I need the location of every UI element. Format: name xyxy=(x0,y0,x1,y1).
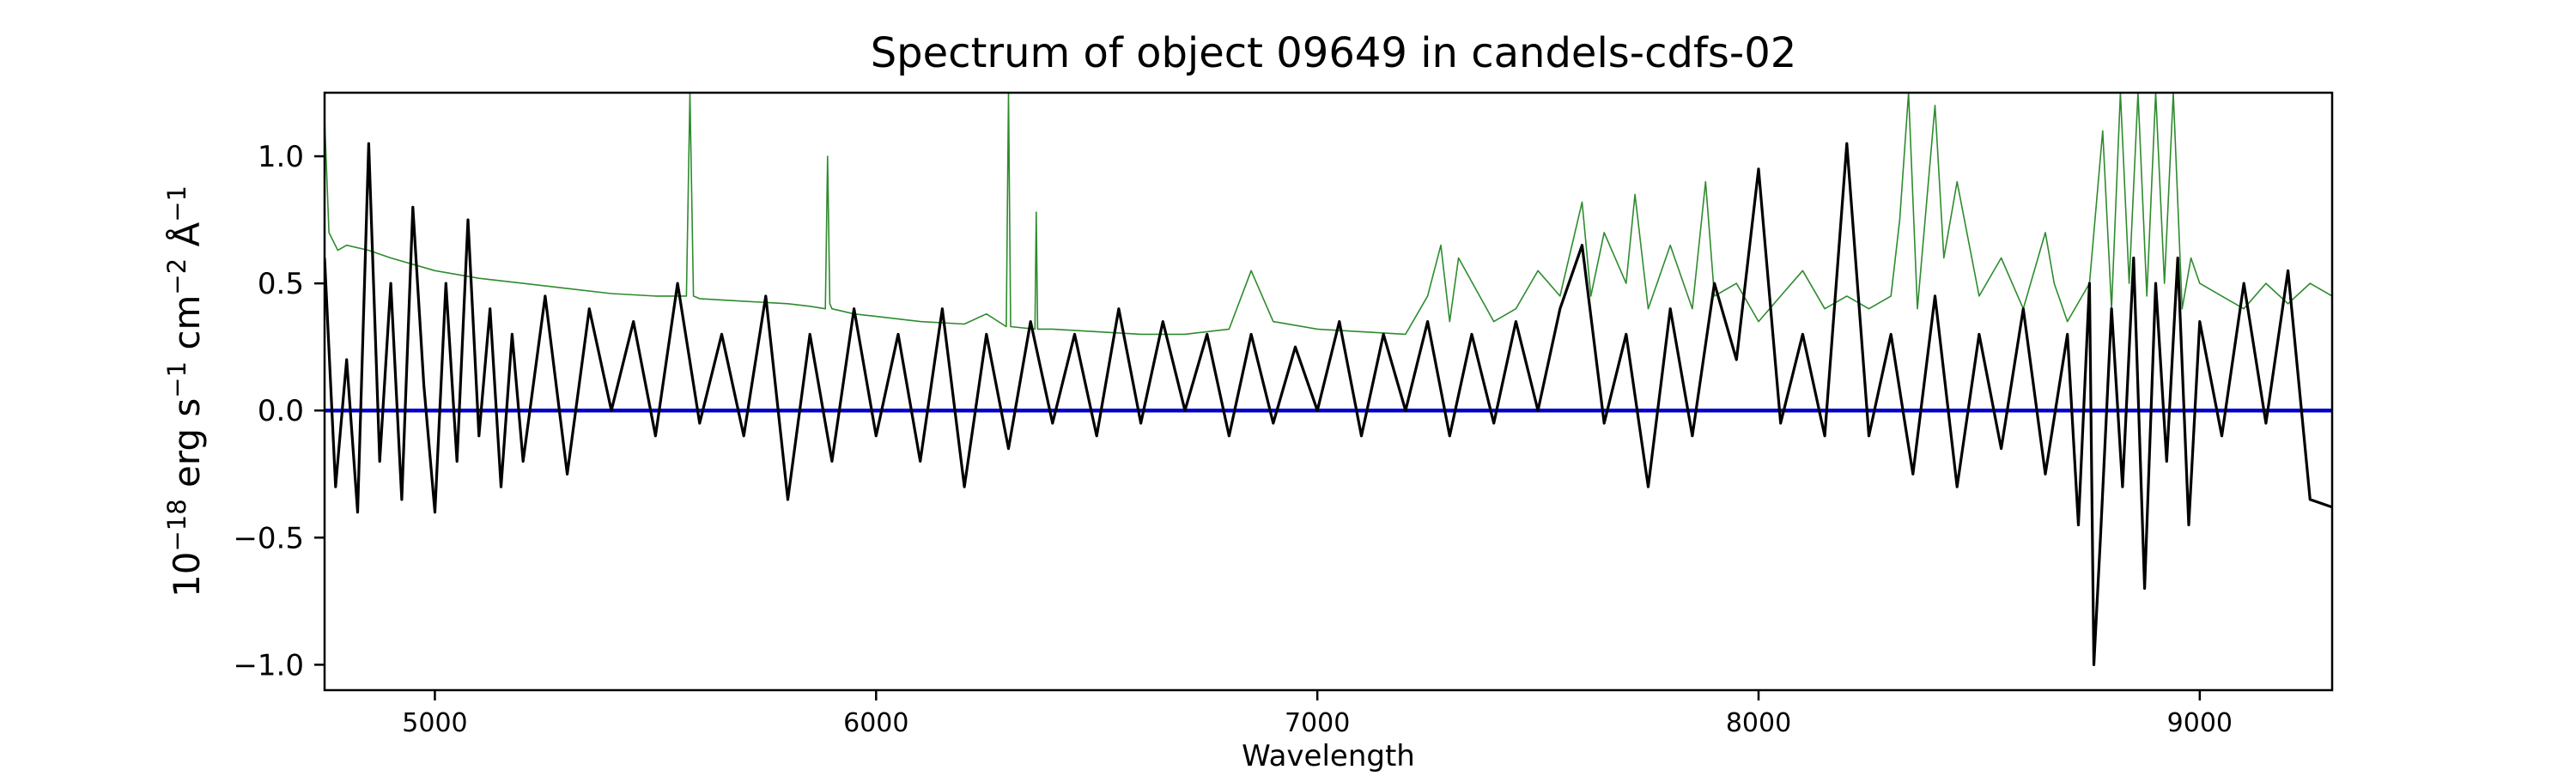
y-label-cm: cm xyxy=(166,295,208,361)
x-tick-label: 6000 xyxy=(843,708,908,738)
x-tick-label: 9000 xyxy=(2167,708,2233,738)
y-axis: −1.0 −0.5 0.0 0.5 1.0 xyxy=(233,140,325,682)
y-label-exp1: −18 xyxy=(162,499,191,551)
y-label-erg: erg s xyxy=(166,398,208,500)
y-label-ang: Å xyxy=(165,222,208,258)
y-label-base: 10 xyxy=(166,552,208,597)
y-tick-label: 0.5 xyxy=(258,267,304,301)
series-line-error xyxy=(325,93,2332,336)
x-tick-label: 8000 xyxy=(1726,708,1791,738)
x-tick-label: 7000 xyxy=(1285,708,1350,738)
plot-area xyxy=(325,93,2332,667)
x-axis-label: Wavelength xyxy=(1242,739,1415,773)
x-axis: 5000 6000 7000 8000 9000 xyxy=(402,690,2233,738)
y-axis-label: 10−18 erg s−1 cm−2 Å−1 xyxy=(162,185,208,597)
series-line-flux xyxy=(325,142,2332,667)
y-tick-label: −0.5 xyxy=(233,521,304,555)
y-tick-label: −1.0 xyxy=(233,648,304,682)
x-tick-label: 5000 xyxy=(402,708,467,738)
plot-frame xyxy=(323,91,2334,692)
y-label-exp2: −1 xyxy=(162,361,191,398)
y-label-exp4: −1 xyxy=(162,185,191,222)
y-label-exp3: −2 xyxy=(162,258,191,295)
y-tick-label: 1.0 xyxy=(258,140,304,174)
y-tick-label: 0.0 xyxy=(258,394,304,428)
chart-title: Spectrum of object 09649 in candels-cdfs… xyxy=(871,29,1797,77)
